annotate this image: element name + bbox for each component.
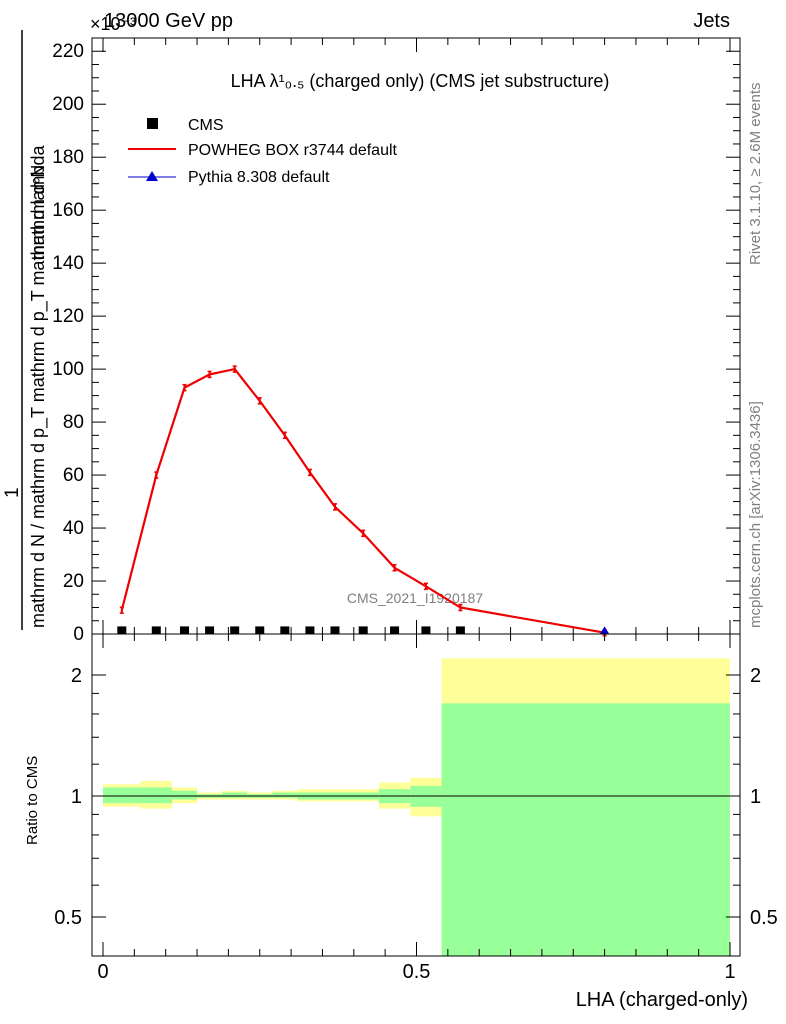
ratio-x-tick-label: 0.5 (403, 961, 431, 983)
ratio-x-axis: 0 0.5 1 (97, 634, 736, 983)
cms-data-point (421, 626, 431, 635)
cms-data-point (205, 626, 215, 635)
header-energy-label: 13000 GeV pp (104, 10, 233, 32)
rivet-label: Rivet 3.1.10, ≥ 2.6M events (747, 83, 764, 266)
cms-data-point (230, 626, 240, 635)
main-y-axis: 0 20 40 60 80 100 120 140 160 180 200 220 (52, 37, 740, 645)
x-axis-label: LHA (charged-only) (576, 989, 748, 1011)
y-exponent-label: ×10⁻³ (90, 14, 136, 34)
main-y-tick-label: 120 (52, 306, 84, 327)
main-y-tick-label: 140 (52, 253, 84, 274)
main-y-tick-label: 160 (52, 200, 84, 221)
main-y-tick-label: 220 (52, 41, 84, 62)
header-jets-label: Jets (693, 10, 730, 32)
y-label-denominator: mathrm d N / mathrm d p_T mathrm d p_T m… (28, 145, 49, 628)
chart-title: LHA λ¹₀.₅ (charged only) (CMS jet substr… (231, 71, 610, 91)
ratio-green-band (222, 792, 248, 798)
legend-marker-pythia (146, 171, 158, 181)
cms-data-point (280, 626, 290, 635)
legend-marker-cms (147, 118, 158, 129)
cms-data-point (180, 626, 190, 635)
ratio-green-band (272, 792, 298, 798)
main-y-axis-label: 1 mathrm d N / mathrm d p_T mathrm d p_T… (2, 30, 49, 630)
main-y-tick-label: 180 (52, 147, 84, 168)
pythia-data-point (599, 626, 610, 635)
ratio-y-tick-label-right: 2 (750, 665, 761, 687)
main-x-axis-ticks (102, 38, 731, 634)
cms-data-point (255, 626, 265, 635)
ratio-y-tick-label-right: 1 (750, 786, 761, 808)
ratio-x-tick-label: 0 (97, 961, 108, 983)
ratio-green-band (140, 787, 172, 804)
y-label-top: mathrm dᶜN (28, 165, 48, 260)
cms-data-point (151, 626, 161, 635)
powheg-line (120, 367, 605, 634)
ratio-y-tick-label: 0.5 (54, 907, 82, 929)
cms-data-point (330, 626, 340, 635)
main-plot-panel: 0 20 40 60 80 100 120 140 160 180 200 220 CMS_2021_… (52, 37, 741, 645)
ratio-y-tick-label-right: 0.5 (750, 907, 778, 929)
ratio-green-band (171, 790, 198, 800)
ratio-y-label: Ratio to CMS (24, 756, 41, 845)
ratio-x-tick-label: 1 (724, 961, 735, 983)
ratio-bands (103, 658, 730, 956)
ratio-green-band (441, 703, 730, 956)
main-y-tick-label: 80 (63, 412, 84, 433)
main-y-tick-label: 40 (63, 518, 84, 539)
cms-data-point (358, 626, 368, 635)
y-label-numerator: 1 (2, 487, 23, 498)
main-y-tick-label: 0 (73, 624, 84, 645)
ratio-y-tick-label: 2 (71, 665, 82, 687)
analysis-watermark: CMS_2021_I1920187 (347, 590, 483, 606)
cms-data-point (117, 626, 127, 635)
cms-data-point (455, 626, 465, 635)
mcplots-label: mcplots.cern.ch [arXiv:1306.3436] (747, 401, 764, 628)
ratio-green-band (103, 787, 141, 804)
ratio-y-tick-label: 1 (71, 786, 82, 808)
cms-data-point (305, 626, 315, 635)
legend-label-pythia: Pythia 8.308 default (188, 169, 330, 186)
main-y-tick-label: 20 (63, 571, 84, 592)
main-y-tick-label: 100 (52, 359, 84, 380)
legend-label-cms: CMS (188, 117, 224, 134)
main-y-tick-label: 60 (63, 465, 84, 486)
main-data-series (117, 365, 610, 637)
legend: CMS POWHEG BOX r3744 default Pythia 8.30… (128, 117, 398, 186)
ratio-plot-panel: 0.5 0.51 12 2 0 0.5 1 (54, 633, 778, 983)
cms-data-point (390, 626, 400, 635)
legend-label-powheg: POWHEG BOX r3744 default (188, 142, 398, 159)
main-y-tick-label: 200 (52, 94, 84, 115)
